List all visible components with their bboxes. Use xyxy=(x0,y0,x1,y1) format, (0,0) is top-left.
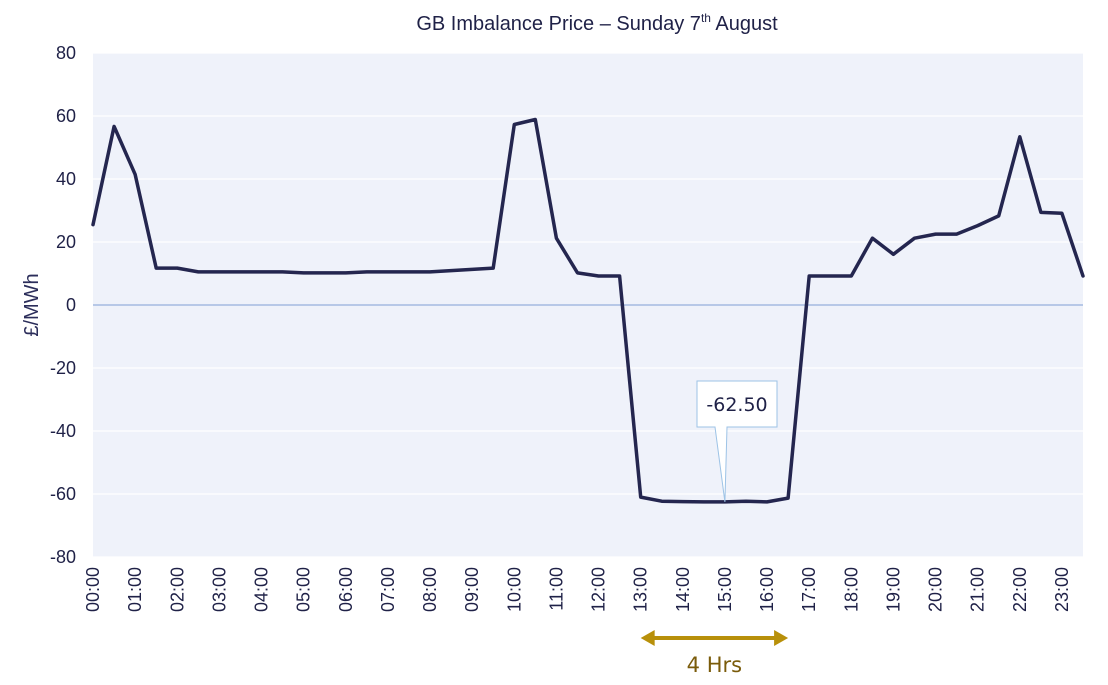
y-tick-label: 20 xyxy=(56,232,76,252)
x-tick-label: 06:00 xyxy=(336,567,356,612)
x-tick-label: 17:00 xyxy=(799,567,819,612)
x-tick-label: 07:00 xyxy=(378,567,398,612)
callout-box xyxy=(696,380,778,502)
callout-value: -62.50 xyxy=(706,394,767,416)
x-tick-label: 18:00 xyxy=(841,567,861,612)
y-tick-label: 40 xyxy=(56,169,76,189)
x-tick-label: 09:00 xyxy=(462,567,482,612)
y-tick-label: 60 xyxy=(56,106,76,126)
x-tick-label: 14:00 xyxy=(673,567,693,612)
x-tick-label: 04:00 xyxy=(252,567,272,612)
x-tick-label: 12:00 xyxy=(589,567,609,612)
x-tick-label: 21:00 xyxy=(968,567,988,612)
span-arrow-head-left xyxy=(640,630,655,646)
x-tick-label: 19:00 xyxy=(883,567,903,612)
y-axis-label: £/MWh xyxy=(21,273,43,336)
y-tick-label: -20 xyxy=(50,358,76,378)
x-tick-label: 03:00 xyxy=(209,567,229,612)
gridlines xyxy=(93,52,1083,558)
chart-title-tail: August xyxy=(711,13,778,35)
x-tick-label: 01:00 xyxy=(125,567,145,612)
chart-title-superscript: th xyxy=(701,11,711,25)
y-tick-label: 0 xyxy=(66,295,76,315)
x-tick-label: 15:00 xyxy=(715,567,735,612)
chart-title: GB Imbalance Price – Sunday 7th August xyxy=(416,11,778,35)
series-layer xyxy=(91,117,1085,504)
x-tick-label: 08:00 xyxy=(420,567,440,612)
y-axis-ticks: -80 -60 -40 -20 0 20 40 60 80 xyxy=(50,43,76,567)
x-tick-label: 11:00 xyxy=(546,567,566,611)
y-tick-label: -60 xyxy=(50,484,76,504)
x-tick-label: 23:00 xyxy=(1052,567,1072,612)
y-tick-label: 80 xyxy=(56,43,76,63)
value-callout: -62.50 xyxy=(696,380,778,502)
y-tick-label: -40 xyxy=(50,421,76,441)
x-tick-label: 00:00 xyxy=(83,567,103,612)
series-line xyxy=(91,117,1085,504)
x-tick-label: 05:00 xyxy=(294,567,314,612)
chart-title-main: GB Imbalance Price – Sunday 7 xyxy=(416,13,701,35)
y-tick-label: -80 xyxy=(50,547,76,567)
x-tick-label: 02:00 xyxy=(167,567,187,612)
x-tick-label: 20:00 xyxy=(926,567,946,612)
span-label: 4 Hrs xyxy=(687,653,742,677)
x-tick-label: 13:00 xyxy=(631,567,651,612)
x-axis-ticks: 00:00 01:00 02:00 03:00 04:00 05:00 06:00 07:00… xyxy=(83,567,1072,612)
x-tick-label: 10:00 xyxy=(504,567,524,612)
x-tick-label: 16:00 xyxy=(757,567,777,612)
span-arrow-head-right xyxy=(774,630,789,646)
duration-annotation: 4 Hrs xyxy=(640,630,789,677)
x-tick-label: 22:00 xyxy=(1010,567,1030,612)
